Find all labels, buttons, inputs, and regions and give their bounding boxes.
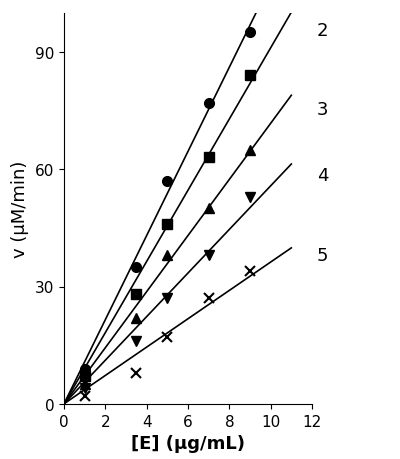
Text: 5: 5 bbox=[317, 246, 328, 264]
Y-axis label: v (μM/min): v (μM/min) bbox=[11, 160, 29, 257]
Text: 3: 3 bbox=[317, 101, 328, 119]
X-axis label: [E] (μg/mL): [E] (μg/mL) bbox=[131, 434, 245, 452]
Text: 4: 4 bbox=[317, 167, 328, 185]
Text: 2: 2 bbox=[317, 22, 328, 40]
